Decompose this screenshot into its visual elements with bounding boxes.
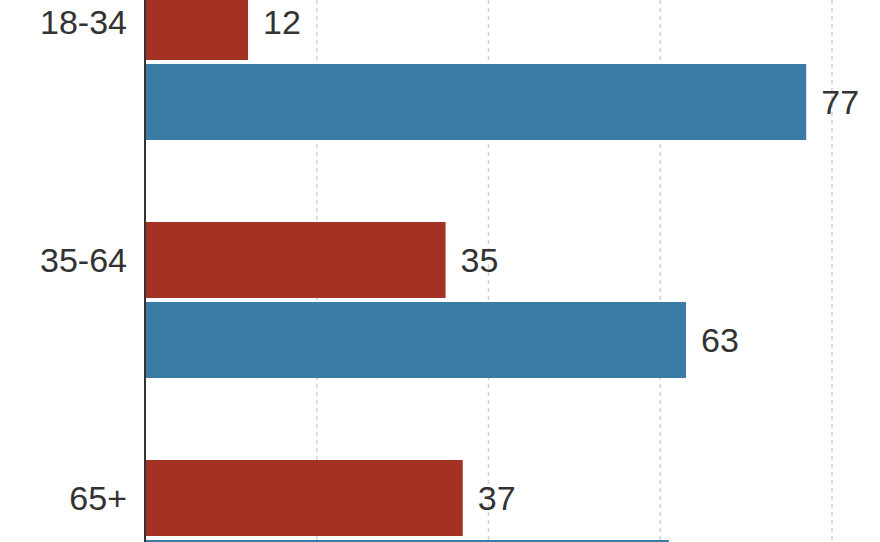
category-label: 35-64	[40, 241, 127, 279]
bar	[145, 460, 463, 536]
data-label: 77	[821, 83, 859, 121]
bar	[145, 302, 686, 378]
bar	[145, 222, 446, 298]
data-label: 12	[263, 3, 301, 41]
bar	[145, 64, 806, 140]
labels: 127718-34356335-64376165+	[40, 3, 859, 542]
grid-line	[831, 0, 833, 542]
category-label: 65+	[69, 479, 127, 517]
bar	[145, 0, 248, 60]
data-label: 35	[461, 241, 499, 279]
category-label: 18-34	[40, 3, 127, 41]
data-label: 37	[478, 479, 516, 517]
data-label: 63	[701, 321, 739, 359]
bar	[145, 540, 669, 542]
axis-line	[144, 0, 146, 542]
chart: 127718-34356335-64376165+	[0, 0, 880, 542]
bars	[145, 0, 806, 542]
